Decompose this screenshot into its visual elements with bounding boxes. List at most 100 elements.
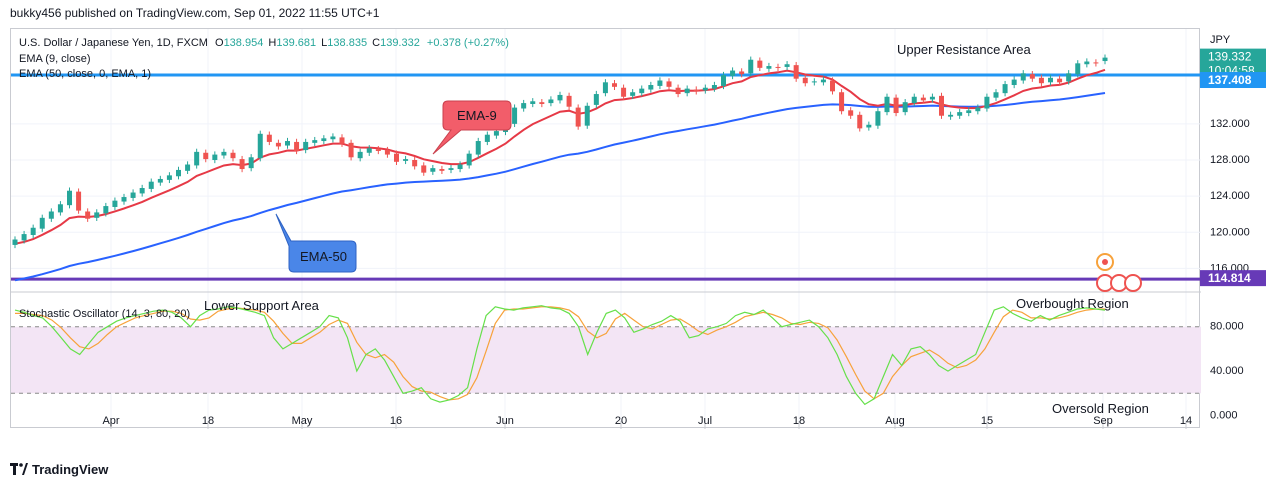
candle-body — [775, 66, 781, 68]
candle-body — [457, 164, 463, 170]
oversold-label: Oversold Region — [1052, 401, 1149, 416]
x-tick-label: 14 — [1180, 415, 1192, 427]
candle-body — [384, 150, 390, 155]
lower-support-label: Lower Support Area — [204, 298, 320, 313]
ema-9-callout[interactable]: EMA-9 — [432, 100, 512, 155]
candle-body — [875, 111, 881, 126]
candle-body — [85, 211, 91, 219]
candle-body — [748, 59, 754, 74]
candle-body — [521, 103, 527, 109]
candle-body — [330, 136, 336, 140]
candle-body — [575, 107, 581, 127]
candle-body — [566, 95, 572, 107]
candle-body — [257, 133, 263, 159]
stochastic-legend[interactable]: Stochastic Oscillator (14, 3, 80, 20) — [19, 308, 190, 320]
x-tick-label: 16 — [390, 415, 402, 427]
candle-body — [793, 65, 799, 79]
symbol-legend: U.S. Dollar / Japanese Yen, 1D, FXCM O13… — [19, 37, 509, 49]
candle-body — [548, 99, 554, 104]
candle-body — [993, 92, 999, 98]
candle-body — [57, 204, 63, 213]
candle-body — [448, 168, 454, 170]
chart-frame[interactable]: Apr 18 May 16 Jun 20 Jul 18 Aug 15 Sep 14 U.S. Doll… — [10, 28, 1201, 429]
candle-body — [285, 141, 290, 146]
candle-body — [711, 85, 717, 89]
candle-body — [339, 137, 345, 144]
ema-9-callout-text: EMA-9 — [457, 108, 497, 123]
ema-50-line — [14, 92, 1106, 282]
candle-body — [185, 164, 191, 171]
candle-body — [30, 227, 36, 235]
candle-body — [203, 152, 209, 160]
candle-body — [139, 188, 145, 194]
x-tick-label: 18 — [202, 415, 214, 427]
x-tick-label: Aug — [885, 415, 905, 427]
candle-body — [375, 149, 381, 151]
candle-body — [666, 81, 672, 87]
candle-body — [230, 152, 236, 159]
candle-body — [484, 134, 490, 142]
candle-body — [839, 92, 845, 112]
y-tick-label: 124.000 — [1210, 190, 1250, 202]
support-badge: 114.814 — [1200, 270, 1266, 287]
candle-body — [1084, 61, 1090, 65]
candle-body — [1011, 79, 1017, 86]
candle-body — [412, 160, 418, 167]
candle-body — [920, 97, 926, 101]
x-tick-label: 15 — [981, 415, 993, 427]
ema-9-legend[interactable]: EMA (9, close) — [19, 53, 91, 65]
price-chart[interactable]: Apr 18 May 16 Jun 20 Jul 18 Aug 15 Sep 14 U.S. Doll… — [11, 29, 1201, 429]
candle-body — [975, 107, 981, 112]
candle-body — [939, 95, 944, 116]
resistance-badge: 137.408 — [1200, 72, 1266, 89]
candle-body — [1093, 62, 1099, 64]
ema-50-callout-text: EMA-50 — [300, 249, 347, 264]
ema-50-callout[interactable]: EMA-50 — [275, 213, 357, 273]
x-tick-label: May — [292, 415, 313, 427]
candle-body — [693, 89, 699, 92]
candle-body — [512, 107, 518, 124]
svg-text:114.814: 114.814 — [1208, 271, 1251, 285]
candle-body — [539, 102, 545, 104]
candle-body — [430, 168, 436, 172]
candle-body — [730, 70, 736, 76]
candle-body — [439, 169, 445, 171]
event-dot-icon — [1102, 259, 1108, 265]
candle-body — [929, 96, 935, 100]
candle-body — [493, 131, 499, 136]
event-markers[interactable] — [1096, 253, 1142, 292]
candle-body — [612, 83, 617, 87]
candle-body — [866, 124, 872, 128]
price-axis[interactable]: JPY 116.000120.000124.000128.000132.000 … — [1200, 28, 1280, 428]
candle-body — [1057, 78, 1063, 83]
candle-body — [739, 71, 745, 75]
upper-resistance-label: Upper Resistance Area — [897, 42, 1031, 57]
candle-body — [1038, 77, 1044, 84]
tradingview-logo-icon — [10, 463, 28, 475]
candle-body — [121, 197, 127, 202]
candle-body — [848, 110, 854, 116]
candle-body — [702, 87, 708, 91]
candle-body — [421, 165, 427, 173]
candle-body — [1102, 57, 1108, 62]
tradingview-brand[interactable]: TradingView — [10, 462, 108, 477]
candle-body — [12, 239, 18, 245]
candle-body — [1020, 73, 1026, 81]
candle-body — [112, 200, 118, 207]
stochastic-axis-ticks: 0.000 40.000 80.000 — [1210, 321, 1244, 422]
candle-body — [957, 112, 963, 116]
candle-body — [721, 75, 726, 86]
x-tick-label: Apr — [102, 415, 119, 427]
stochastic-k-line — [14, 305, 1106, 406]
candles — [12, 54, 1108, 249]
candle-body — [1075, 63, 1081, 75]
candle-body — [884, 96, 890, 113]
ema-50-legend[interactable]: EMA (50, close, 0, EMA, 1) — [19, 68, 151, 80]
svg-text:137.408: 137.408 — [1208, 73, 1252, 87]
us-flag-icon[interactable] — [1124, 274, 1142, 292]
x-tick-label: Jul — [698, 415, 712, 427]
stochastic-tick-label: 80.000 — [1210, 321, 1244, 333]
candle-body — [94, 212, 100, 218]
candle-body — [303, 141, 309, 151]
candle-body — [76, 191, 82, 211]
